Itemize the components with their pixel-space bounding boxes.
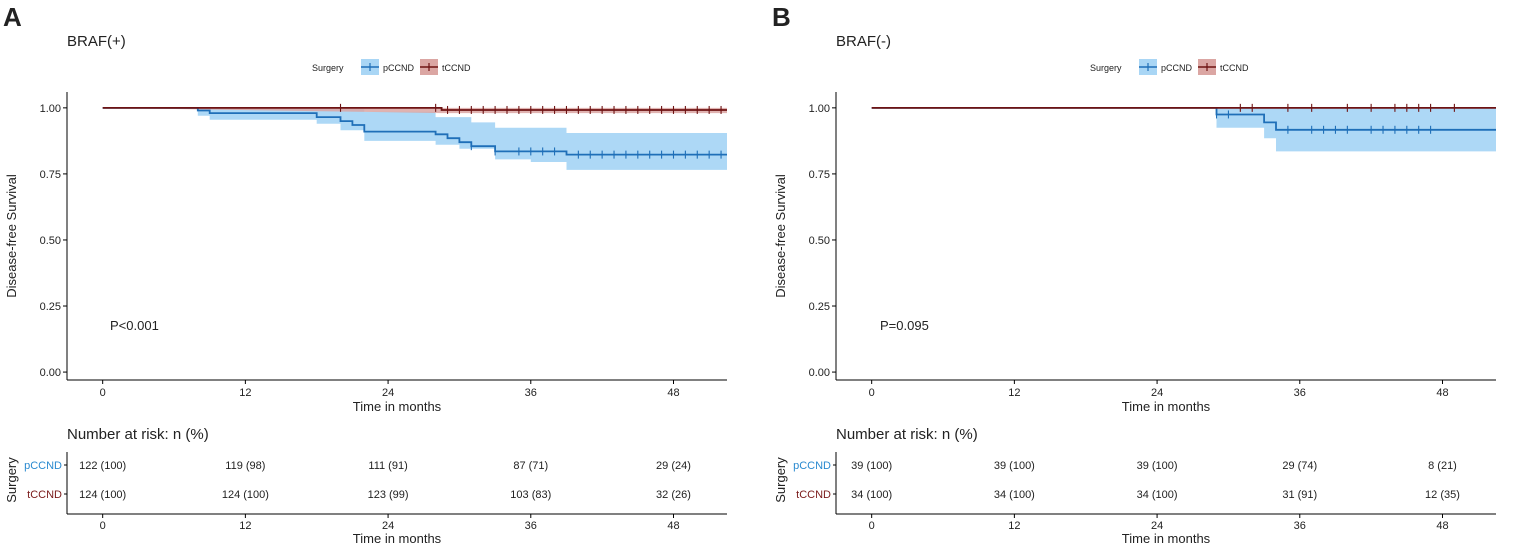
risk-cell: 8 (21)	[1428, 460, 1457, 472]
y-tick-label: 0.25	[40, 301, 61, 313]
risk-cell: 29 (74)	[1282, 460, 1317, 472]
risk-cell: 103 (83)	[510, 489, 551, 501]
risk-x-tick-label: 24	[1151, 520, 1163, 532]
p-value-annotation: P<0.001	[110, 318, 159, 333]
risk-row-label-pccnd: pCCND	[24, 460, 62, 472]
km-panel-a: A BRAF(+) Surgery pCCND tCCND 0.00 0.25 0.50 0.7…	[3, 2, 728, 546]
legend-label-pccnd: pCCND	[1161, 63, 1193, 73]
risk-y-axis-title: Surgery	[773, 457, 788, 503]
x-tick-label: 0	[869, 387, 875, 399]
risk-table-title: Number at risk: n (%)	[67, 426, 209, 443]
legend: Surgery pCCND tCCND	[1090, 59, 1249, 75]
risk-cell: 124 (100)	[222, 489, 269, 501]
x-tick-label: 24	[382, 387, 394, 399]
risk-x-axis-title: Time in months	[353, 531, 442, 546]
risk-cell: 34 (100)	[851, 489, 892, 501]
x-tick-label: 48	[667, 387, 679, 399]
risk-cell: 119 (98)	[225, 460, 265, 472]
x-tick-label: 12	[1008, 387, 1020, 399]
risk-cell: 29 (24)	[656, 460, 691, 472]
risk-cell: 34 (100)	[1137, 489, 1178, 501]
survival-line-pccnd	[102, 107, 727, 156]
legend: Surgery pCCND tCCND	[312, 59, 471, 75]
risk-row-label-tccnd: tCCND	[796, 489, 831, 501]
y-tick-label: 1.00	[40, 103, 61, 115]
y-tick-label: 0.75	[40, 169, 61, 181]
risk-x-tick-label: 0	[100, 520, 106, 532]
risk-table-title: Number at risk: n (%)	[836, 426, 978, 443]
legend-label-tccnd: tCCND	[442, 63, 471, 73]
risk-row-label-tccnd: tCCND	[27, 489, 62, 501]
risk-cell: 39 (100)	[994, 460, 1035, 472]
risk-table: Number at risk: n (%) pCCND 39 (100) 39 (10…	[773, 426, 1496, 546]
risk-cell: 123 (99)	[368, 489, 409, 501]
risk-cell: 39 (100)	[1137, 460, 1178, 472]
risk-cell: 122 (100)	[79, 460, 126, 472]
y-tick-label: 0.00	[40, 367, 61, 379]
x-axis-title: Time in months	[1122, 399, 1211, 414]
x-tick-label: 0	[100, 387, 106, 399]
risk-cell: 124 (100)	[79, 489, 126, 501]
legend-label-pccnd: pCCND	[383, 63, 415, 73]
panel-label: A	[3, 2, 22, 32]
risk-cell: 111 (91)	[368, 460, 407, 472]
risk-x-axis-title: Time in months	[1122, 531, 1211, 546]
survival-line-pccnd	[871, 107, 1496, 131]
legend-title: Surgery	[312, 63, 344, 73]
risk-cell: 31 (91)	[1282, 489, 1317, 501]
y-tick-label: 0.00	[809, 367, 830, 379]
risk-cell: 32 (26)	[656, 489, 691, 501]
y-axis-title: Disease-free Survival	[4, 174, 19, 298]
y-tick-label: 1.00	[809, 103, 830, 115]
risk-x-tick-label: 24	[382, 520, 394, 532]
x-tick-label: 12	[239, 387, 251, 399]
risk-cell: 87 (71)	[513, 460, 548, 472]
legend-label-tccnd: tCCND	[1220, 63, 1249, 73]
x-tick-label: 36	[525, 387, 537, 399]
x-tick-label: 24	[1151, 387, 1163, 399]
y-tick-label: 0.25	[809, 301, 830, 313]
panel-label: B	[772, 2, 791, 32]
y-tick-label: 0.75	[809, 169, 830, 181]
risk-x-tick-label: 48	[1436, 520, 1448, 532]
risk-x-tick-label: 12	[239, 520, 251, 532]
risk-x-tick-label: 12	[1008, 520, 1020, 532]
risk-x-tick-label: 36	[1294, 520, 1306, 532]
km-panel-b: B BRAF(-) Surgery pCCND tCCND 0.00 0.25 0.50 0.7…	[772, 2, 1496, 546]
x-axis-title: Time in months	[353, 399, 442, 414]
panel-title: BRAF(-)	[836, 33, 891, 50]
panel-title: BRAF(+)	[67, 33, 126, 50]
risk-cell: 34 (100)	[994, 489, 1035, 501]
risk-x-tick-label: 36	[525, 520, 537, 532]
legend-title: Surgery	[1090, 63, 1122, 73]
risk-x-tick-label: 0	[869, 520, 875, 532]
risk-table: Number at risk: n (%) pCCND 122 (100) 119 (…	[4, 426, 727, 546]
y-tick-label: 0.50	[809, 235, 830, 247]
p-value-annotation: P=0.095	[880, 318, 929, 333]
risk-x-tick-label: 48	[667, 520, 679, 532]
risk-y-axis-title: Surgery	[4, 457, 19, 503]
risk-cell: 12 (35)	[1425, 489, 1460, 501]
risk-cell: 39 (100)	[851, 460, 892, 472]
y-axis-title: Disease-free Survival	[773, 174, 788, 298]
ci-band-pccnd	[197, 107, 728, 172]
y-tick-label: 0.50	[40, 235, 61, 247]
risk-row-label-pccnd: pCCND	[793, 460, 831, 472]
x-tick-label: 36	[1294, 387, 1306, 399]
survival-line-tccnd	[102, 107, 727, 111]
x-tick-label: 48	[1436, 387, 1448, 399]
